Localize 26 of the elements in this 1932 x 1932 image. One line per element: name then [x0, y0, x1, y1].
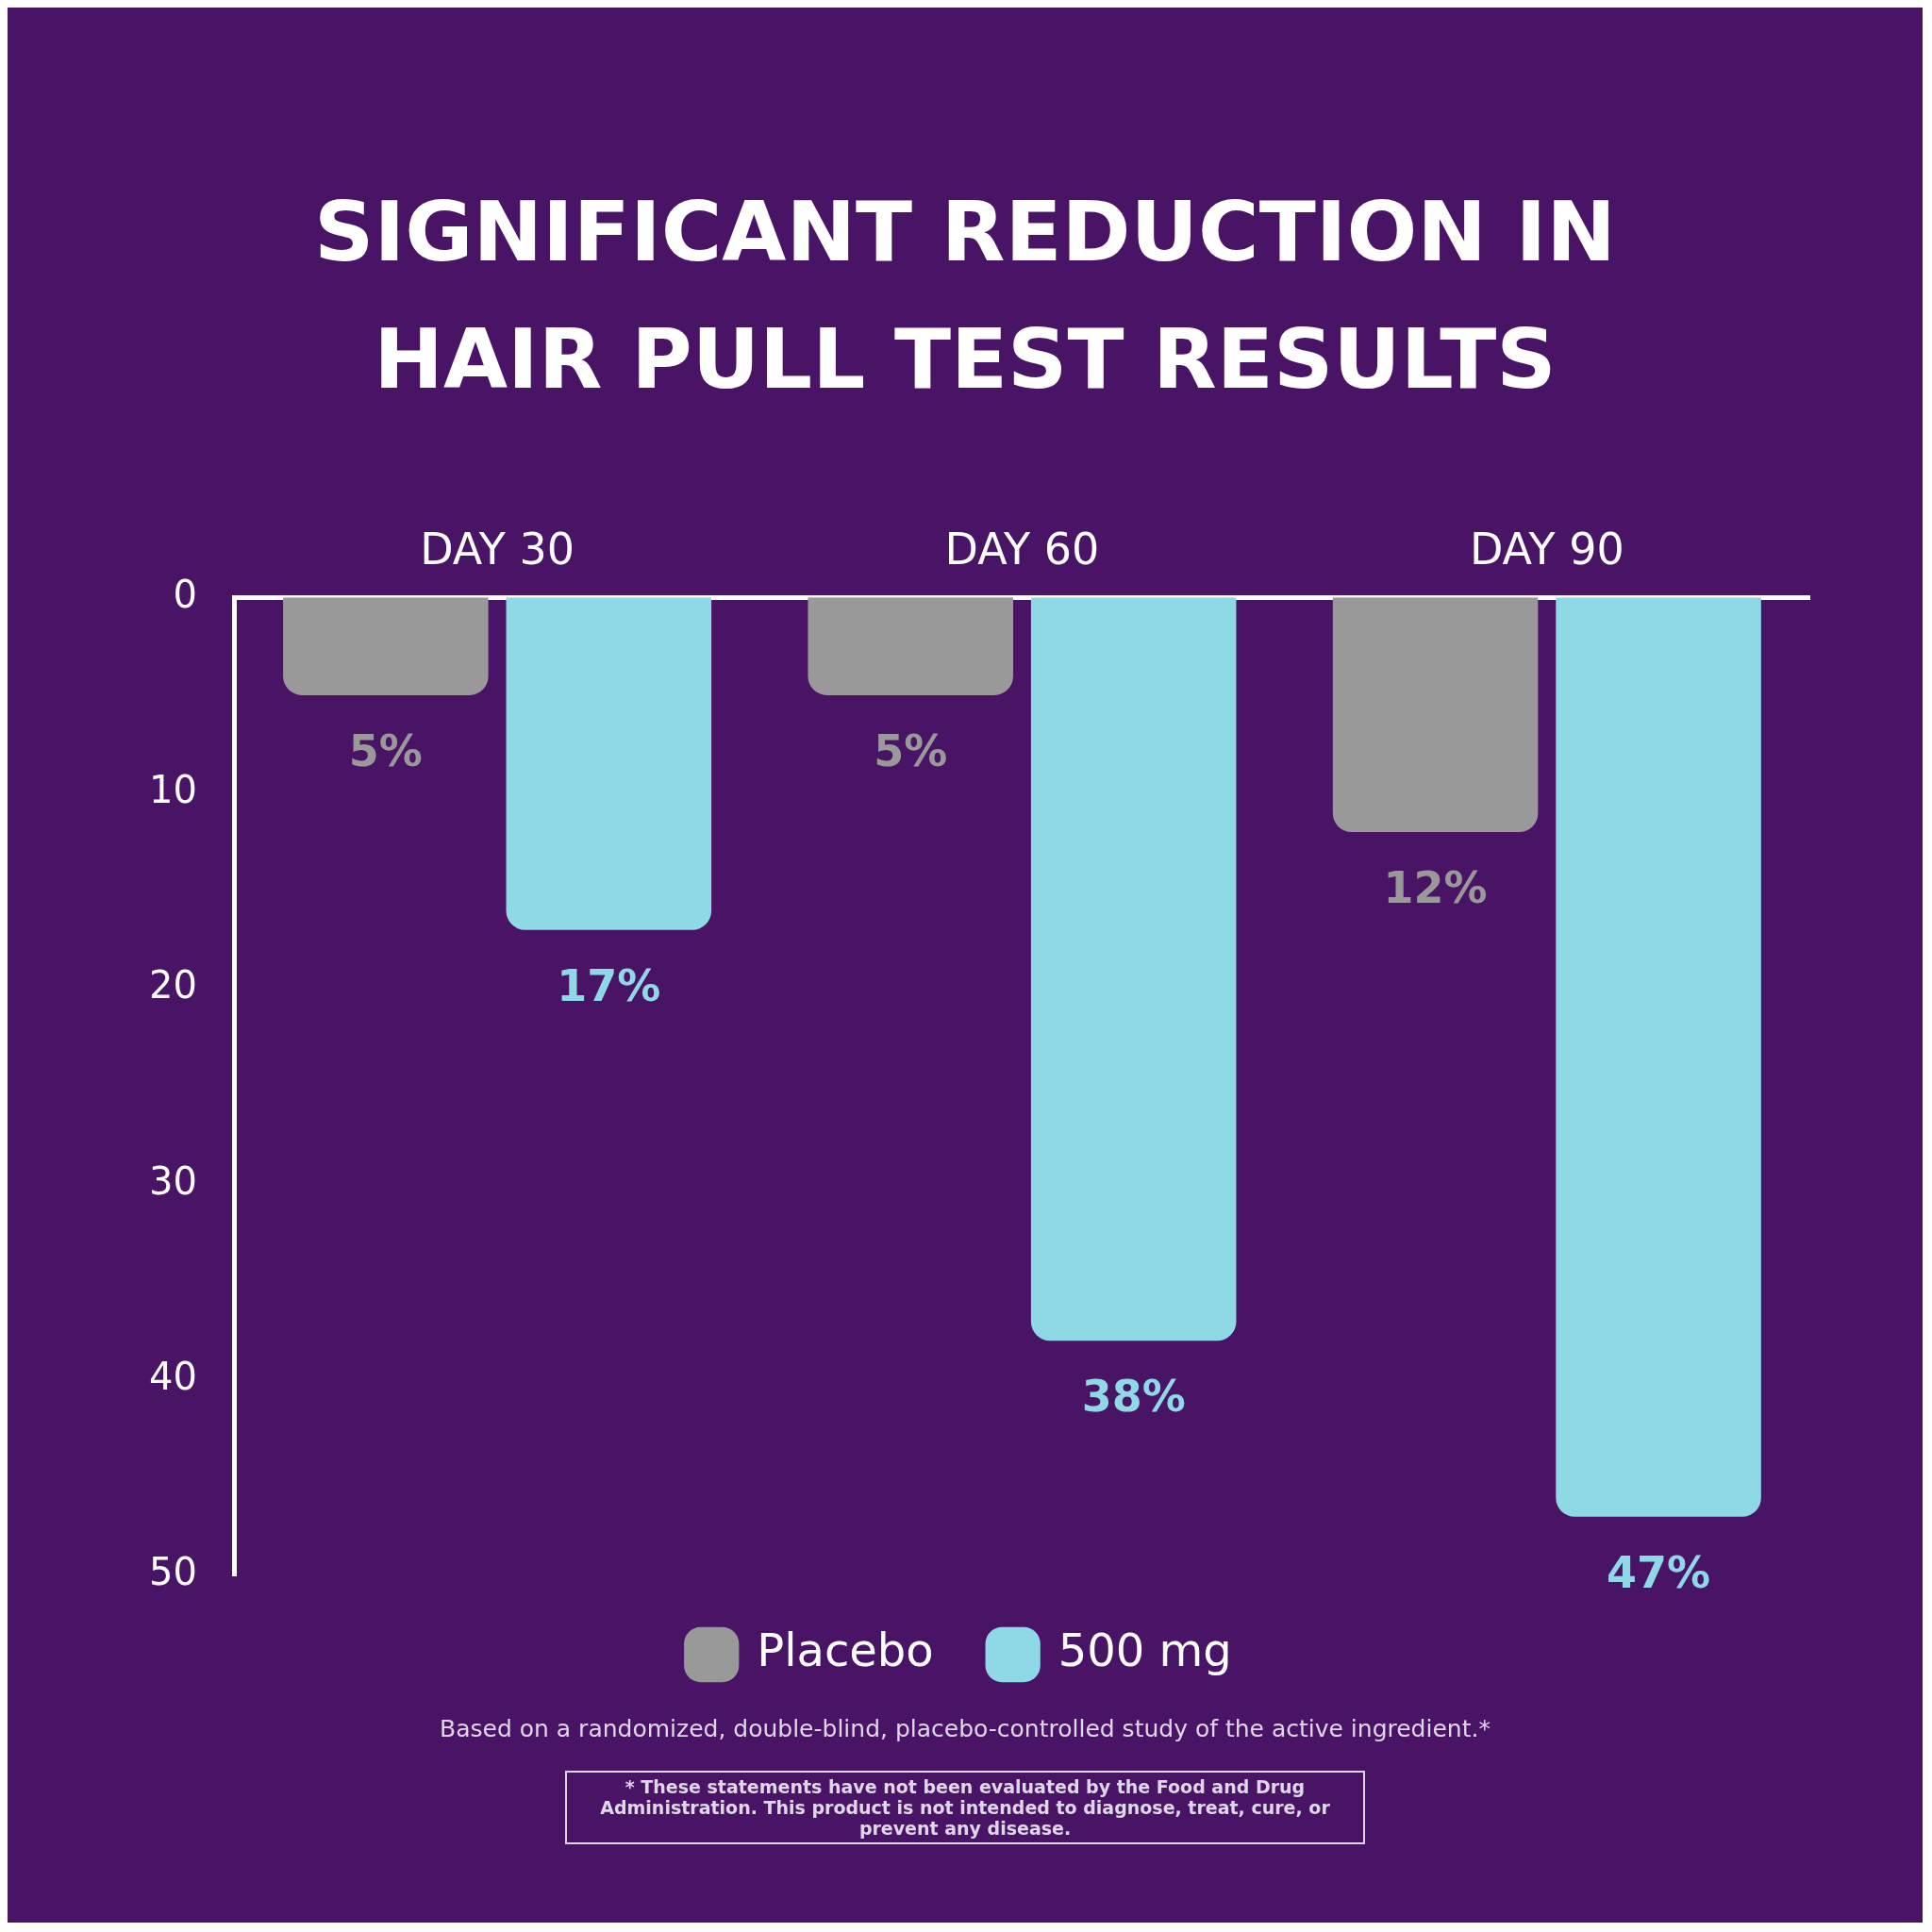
- bar: [1556, 597, 1761, 1517]
- y-tick-label: 50: [148, 1550, 197, 1594]
- data-label: 38%: [1081, 1371, 1186, 1423]
- data-label: 5%: [348, 724, 423, 776]
- bar: [506, 597, 712, 930]
- y-tick-label: 20: [148, 963, 197, 1008]
- text: * These statements have not been evaluated by the Food and Drug Administration. This product is not intended to diagnose, treat, cure, or prevent any disease.: [565, 1771, 1365, 1844]
- y-tick-label: 0: [173, 572, 197, 616]
- data-label: 47%: [1606, 1546, 1711, 1598]
- text: Based on a randomized, double-blind, placebo-controlled study of the active ingredient.*: [439, 1715, 1491, 1742]
- y-tick-label: 10: [148, 767, 197, 811]
- y-tick-label: 40: [148, 1355, 197, 1399]
- bar: [808, 597, 1013, 695]
- legend-label: Placebo: [757, 1624, 934, 1677]
- y-tick-label: 30: [148, 1158, 197, 1203]
- x-tick-label: DAY 90: [1469, 523, 1624, 575]
- legend-label: 500 mg: [1058, 1624, 1232, 1677]
- bar: [1030, 597, 1237, 1341]
- x-tick-label: DAY 30: [420, 523, 575, 575]
- data-label: 5%: [874, 724, 948, 776]
- data-label: 17%: [557, 959, 661, 1011]
- bar: [1332, 597, 1539, 833]
- chart-title: SIGNIFICANT REDUCTION IN HAIR PULL TEST RESULTS: [313, 182, 1617, 409]
- data-label: 12%: [1383, 861, 1488, 913]
- x-tick-label: DAY 60: [944, 523, 1100, 575]
- bar: [283, 597, 489, 695]
